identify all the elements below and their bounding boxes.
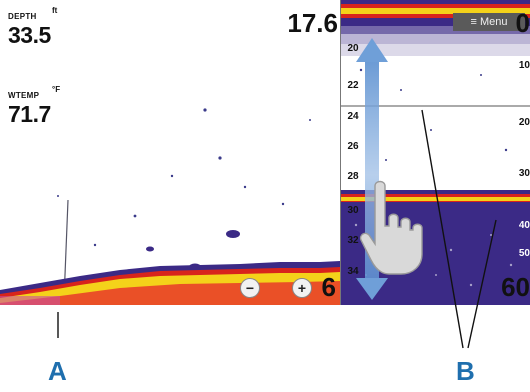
- callout-b-label: B: [456, 356, 475, 386]
- depth-tick: 20: [347, 43, 359, 54]
- water-temp-value: 71.7: [8, 101, 51, 127]
- depth-tick: 22: [347, 80, 359, 91]
- swipe-hand-icon: [359, 180, 423, 275]
- sonar-zoom-panel[interactable]: ≡ Menu 20 22 24 26 28 30 32 34 10 20 30 …: [341, 0, 530, 305]
- zoom-bottom-marker: 60: [501, 272, 530, 302]
- edge-scale-number: 40: [518, 220, 530, 231]
- depth-tick: 32: [347, 235, 359, 246]
- pane-divider: [340, 0, 341, 305]
- sonar-history-panel[interactable]: DEPTH ft 33.5 WTEMP °F 71.7 17.6 6 − +: [0, 0, 340, 305]
- edge-scale-number: 30: [518, 168, 530, 179]
- depth-unit: ft: [52, 6, 58, 15]
- water-temp-unit: °F: [52, 85, 61, 94]
- zoom-in-button[interactable]: +: [292, 278, 312, 298]
- zoom-top-marker: 0: [515, 8, 530, 38]
- edge-scale-number: 10: [518, 60, 530, 71]
- zoom-in-icon: +: [297, 280, 307, 296]
- zoom-out-button[interactable]: −: [240, 278, 260, 298]
- edge-scale-number: 50: [518, 248, 530, 259]
- edge-scale-number: 20: [518, 117, 530, 128]
- depth-value: 33.5: [8, 22, 51, 48]
- depth-label: DEPTH: [8, 12, 37, 21]
- zoom-out-icon: −: [245, 280, 255, 296]
- depth-tick: 26: [347, 141, 359, 152]
- depth-tick: 30: [347, 205, 359, 216]
- depth-tick: 28: [347, 171, 359, 182]
- range-bottom-value: 6: [321, 272, 336, 302]
- range-top-value: 17.6: [287, 8, 338, 38]
- callout-a-label: A: [48, 356, 67, 386]
- depth-tick: 34: [347, 266, 359, 277]
- water-temp-label: WTEMP: [8, 91, 40, 100]
- depth-tick: 24: [347, 111, 359, 122]
- water-temp-readout: WTEMP °F 71.7: [8, 85, 60, 127]
- menu-button[interactable]: ≡ Menu: [453, 13, 525, 31]
- depth-readout: DEPTH ft 33.5: [8, 6, 57, 48]
